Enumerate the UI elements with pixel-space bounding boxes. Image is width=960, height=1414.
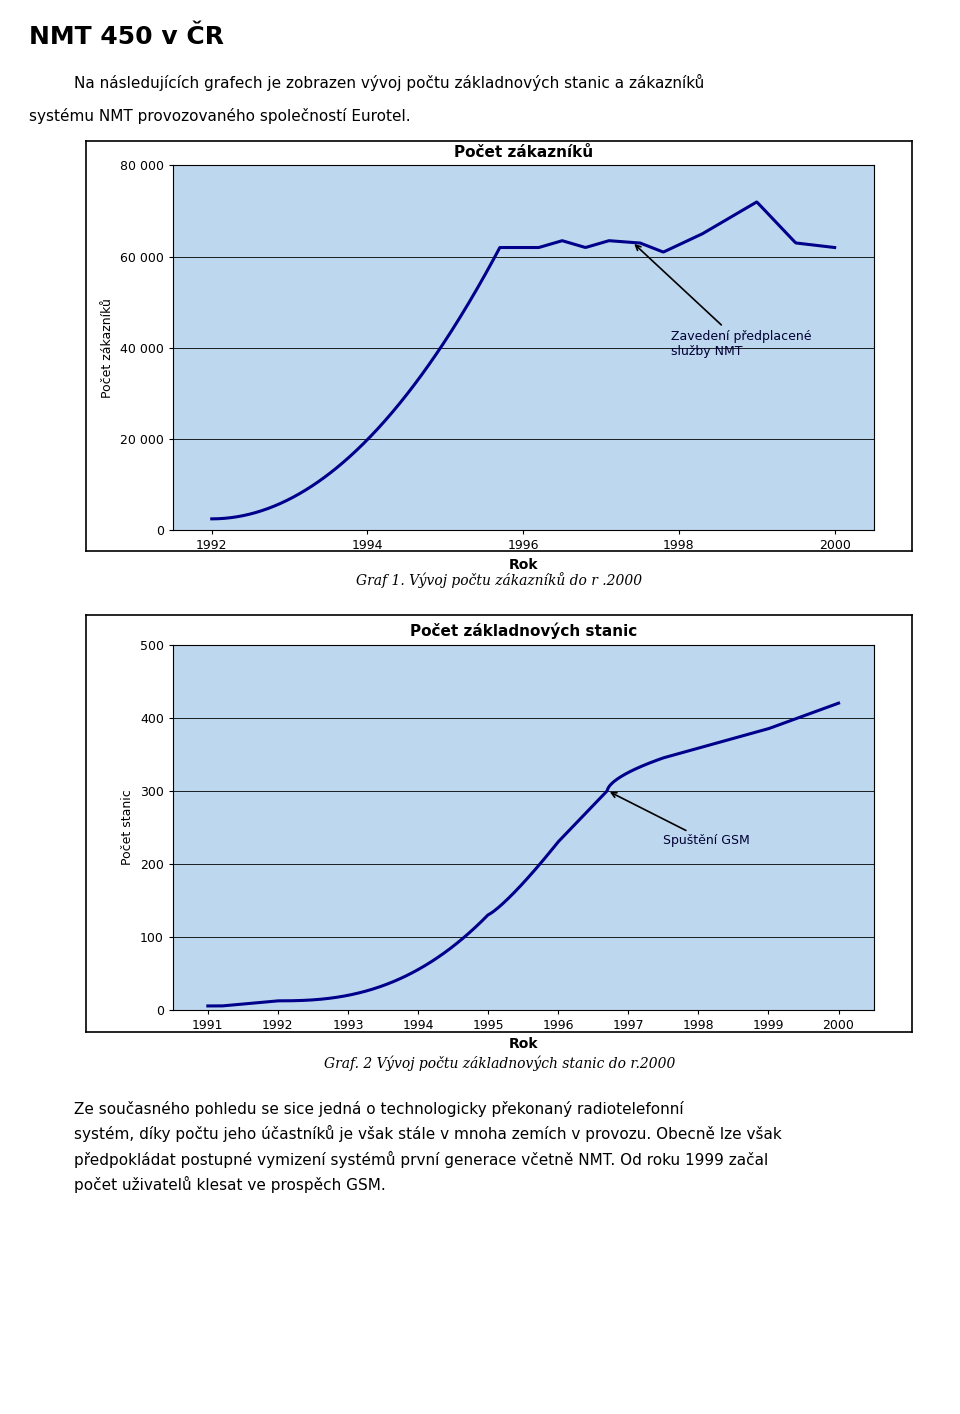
Title: Počet základnových stanic: Počet základnových stanic [410, 624, 636, 639]
X-axis label: Rok: Rok [509, 1038, 538, 1051]
Text: systému NMT provozovaného společností Eurotel.: systému NMT provozovaného společností Eu… [29, 109, 411, 124]
Title: Počet zákazníků: Počet zákazníků [454, 146, 592, 160]
Text: Ze současného pohledu se sice jedná o technologicky překonaný radiotelefonní
sys: Ze současného pohledu se sice jedná o te… [74, 1100, 781, 1193]
X-axis label: Rok: Rok [509, 559, 538, 571]
Text: Zavedení předplacené
služby NMT: Zavedení předplacené služby NMT [636, 245, 811, 358]
Text: NMT 450 v ČR: NMT 450 v ČR [29, 25, 224, 48]
Y-axis label: Počet stanic: Počet stanic [121, 789, 134, 865]
Y-axis label: Počet zákazníků: Počet zákazníků [101, 298, 114, 397]
Text: Spuštění GSM: Spuštění GSM [612, 793, 750, 847]
Text: Na následujících grafech je zobrazen vývoj počtu základnových stanic a zákazníků: Na následujících grafech je zobrazen výv… [74, 74, 705, 90]
Text: Graf 1. Vývoj počtu zákazníků do r .2000: Graf 1. Vývoj počtu zákazníků do r .2000 [356, 571, 642, 588]
Text: Graf. 2 Vývoj počtu základnových stanic do r.2000: Graf. 2 Vývoj počtu základnových stanic … [324, 1056, 675, 1070]
